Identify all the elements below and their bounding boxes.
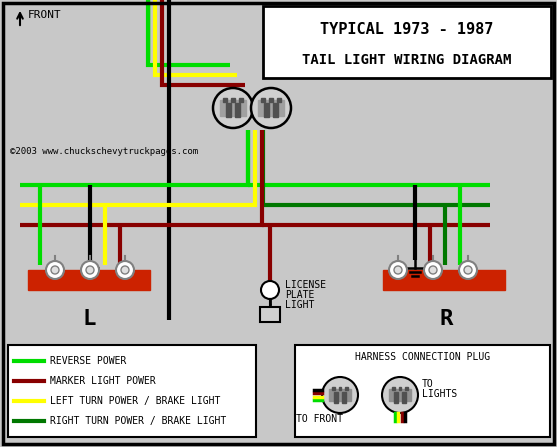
Bar (405, 387, 408, 390)
Bar (273, 103, 278, 118)
Circle shape (322, 377, 358, 413)
Text: PLATE: PLATE (285, 290, 314, 300)
Bar (8, 345, 256, 437)
Bar (333, 387, 335, 390)
Circle shape (459, 261, 477, 279)
Bar (342, 392, 346, 403)
Text: TO FRONT: TO FRONT (296, 414, 344, 424)
Bar (277, 97, 281, 102)
Circle shape (116, 261, 134, 279)
Circle shape (46, 261, 64, 279)
Circle shape (429, 266, 437, 274)
Bar (263, 6, 551, 78)
Text: LEFT TURN POWER / BRAKE LIGHT: LEFT TURN POWER / BRAKE LIGHT (50, 396, 221, 406)
Circle shape (464, 266, 472, 274)
Circle shape (261, 281, 279, 299)
Bar (339, 387, 341, 390)
Text: L: L (82, 309, 96, 329)
Bar (399, 387, 401, 390)
Text: REVERSE POWER: REVERSE POWER (50, 356, 126, 366)
Text: LIGHT: LIGHT (285, 300, 314, 310)
Text: LIGHTS: LIGHTS (422, 389, 457, 399)
Circle shape (213, 88, 253, 128)
Bar (389, 389, 411, 401)
Bar (295, 345, 550, 437)
Bar (226, 103, 231, 118)
Text: ©2003 www.chuckschevytruckpages.com: ©2003 www.chuckschevytruckpages.com (10, 148, 198, 156)
Bar (345, 387, 348, 390)
Bar (28, 270, 150, 290)
Circle shape (382, 377, 418, 413)
Bar (270, 97, 272, 102)
Bar (329, 389, 351, 401)
Circle shape (389, 261, 407, 279)
Bar (402, 392, 405, 403)
Text: TAIL LIGHT WIRING DIAGRAM: TAIL LIGHT WIRING DIAGRAM (302, 53, 512, 67)
Text: HARNESS CONNECTION PLUG: HARNESS CONNECTION PLUG (355, 352, 490, 362)
Bar (264, 103, 269, 118)
Text: MARKER LIGHT POWER: MARKER LIGHT POWER (50, 376, 156, 386)
Text: TO: TO (422, 379, 434, 389)
Bar (260, 307, 280, 322)
Circle shape (121, 266, 129, 274)
Text: TYPICAL 1973 - 1987: TYPICAL 1973 - 1987 (320, 22, 494, 38)
Text: RIGHT TURN POWER / BRAKE LIGHT: RIGHT TURN POWER / BRAKE LIGHT (50, 416, 226, 426)
Circle shape (86, 266, 94, 274)
Bar (223, 97, 227, 102)
Circle shape (51, 266, 59, 274)
Bar (240, 97, 243, 102)
Bar (220, 101, 246, 116)
Bar (235, 103, 240, 118)
Text: LICENSE: LICENSE (285, 280, 326, 290)
Text: FRONT: FRONT (28, 10, 62, 20)
Bar (334, 392, 338, 403)
Bar (394, 392, 398, 403)
Text: R: R (439, 309, 453, 329)
Circle shape (424, 261, 442, 279)
Circle shape (81, 261, 99, 279)
Bar (231, 97, 234, 102)
Bar (383, 270, 505, 290)
Circle shape (251, 88, 291, 128)
Bar (261, 97, 265, 102)
Bar (393, 387, 395, 390)
Bar (258, 101, 284, 116)
Circle shape (394, 266, 402, 274)
